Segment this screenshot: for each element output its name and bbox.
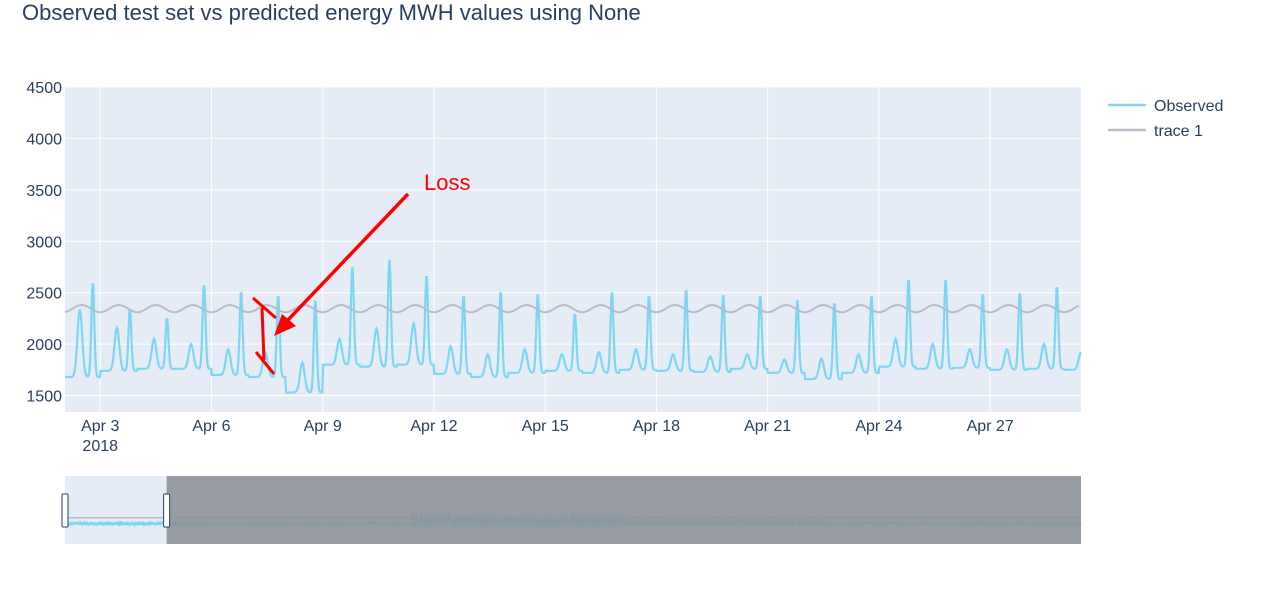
y-tick-label: 3500 — [26, 183, 62, 200]
y-tick-label: 1500 — [26, 389, 62, 406]
slider-mask — [166, 476, 1082, 544]
y-tick-label: 4000 — [26, 131, 62, 148]
x-tick-label: Apr 18 — [633, 418, 680, 435]
annotation-arrow-shaft — [284, 192, 410, 324]
x-tick-label: Apr 27 — [967, 418, 1014, 435]
y-tick-label: 4500 — [26, 80, 62, 97]
legend: Observed trace 1 — [1108, 98, 1223, 140]
legend-label: Observed — [1154, 98, 1223, 115]
slider-handle[interactable] — [163, 493, 171, 528]
x-tick-label: Apr 12 — [410, 418, 457, 435]
x-axis-ticks: Apr 3 2018 Apr 6 Apr 9 Apr 12 Apr 15 Apr 18 Apr… — [81, 418, 1014, 455]
annotation-mark — [252, 296, 277, 320]
y-axis-ticks: 1500 2000 2500 3000 3500 4000 4500 — [26, 80, 62, 406]
annotation-mark — [254, 351, 276, 375]
x-tick-sublabel: 2018 — [82, 438, 118, 455]
chart-title: Observed test set vs predicted energy MW… — [22, 0, 641, 25]
x-tick-label: Apr 6 — [192, 418, 230, 435]
observed-line — [65, 260, 1082, 394]
x-tick-label: Apr 9 — [304, 418, 342, 435]
legend-label: trace 1 — [1154, 123, 1203, 140]
x-gridlines — [99, 87, 991, 412]
annotation-mark — [260, 307, 266, 361]
x-tick-label: Apr 24 — [855, 418, 902, 435]
range-slider — [61, 476, 1082, 544]
annotation-label: Loss — [424, 170, 470, 195]
y-tick-label: 2000 — [26, 337, 62, 354]
x-tick-label: Apr 15 — [522, 418, 569, 435]
y-tick-label: 2500 — [26, 286, 62, 303]
y-gridlines — [65, 86, 1081, 397]
y-tick-label: 3000 — [26, 234, 62, 251]
slider-handle[interactable] — [61, 493, 69, 528]
annotation: Loss — [252, 170, 470, 375]
trace1-line — [64, 303, 1080, 314]
x-tick-label: Apr 3 — [81, 418, 119, 435]
x-tick-label: Apr 21 — [744, 418, 791, 435]
series-group — [64, 260, 1082, 394]
annotation-arrowhead — [274, 314, 296, 336]
